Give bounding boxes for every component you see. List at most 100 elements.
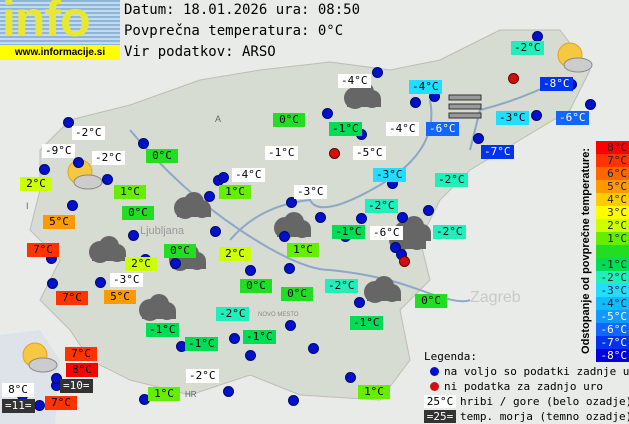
scale-step: -1°C: [596, 258, 629, 271]
fog-icon: [448, 94, 482, 119]
scale-step: 7°C: [596, 154, 629, 167]
station-dot[interactable]: [423, 205, 434, 216]
station-dot[interactable]: [322, 108, 333, 119]
blue-dot-icon: [430, 367, 439, 376]
station-dot[interactable]: [345, 372, 356, 383]
scale-step: 6°C: [596, 167, 629, 180]
legend: Legenda: na voljo so podatki zadnje ure …: [424, 349, 629, 424]
station-temperature: -2°C: [435, 173, 468, 187]
station-dot[interactable]: [47, 278, 58, 289]
station-dot[interactable]: [585, 99, 596, 110]
scale-step: 5°C: [596, 180, 629, 193]
station-temperature: 1°C: [148, 387, 180, 401]
scale-step: 1°C: [596, 232, 629, 245]
station-temperature: -4°C: [409, 80, 442, 94]
legend-hill-text: hribi / gore (belo ozadje): [460, 395, 629, 408]
station-dot[interactable]: [138, 138, 149, 149]
station-temperature: -2°C: [365, 199, 398, 213]
station-temperature: -4°C: [338, 74, 371, 88]
logo-url[interactable]: www.informacije.si: [0, 45, 120, 60]
station-dot[interactable]: [397, 212, 408, 223]
station-temperature: 0°C: [164, 244, 196, 258]
station-dot[interactable]: [372, 67, 383, 78]
station-temperature: -2°C: [186, 369, 219, 383]
station-dot[interactable]: [34, 400, 45, 411]
station-temperature: -6°C: [556, 111, 589, 125]
station-temperature: =10=: [60, 379, 93, 393]
station-dot-missing[interactable]: [329, 148, 340, 159]
station-temperature: 2°C: [20, 177, 52, 191]
legend-title: Legenda:: [424, 350, 477, 363]
station-temperature: -2°C: [433, 225, 466, 239]
station-dot[interactable]: [390, 242, 401, 253]
scale-step: 8°C: [596, 141, 629, 154]
station-temperature: -3°C: [496, 111, 529, 125]
station-dot[interactable]: [279, 231, 290, 242]
station-dot[interactable]: [170, 258, 181, 269]
station-temperature: -3°C: [294, 185, 327, 199]
station-dot-missing[interactable]: [508, 73, 519, 84]
station-dot[interactable]: [286, 197, 297, 208]
station-dot[interactable]: [308, 343, 319, 354]
station-dot[interactable]: [284, 263, 295, 274]
station-dot[interactable]: [128, 230, 139, 241]
legend-sea-sample: =25=: [424, 410, 456, 423]
station-temperature: -4°C: [386, 122, 419, 136]
logo[interactable]: info www.informacije.si: [0, 0, 120, 60]
station-temperature: -2°C: [325, 279, 358, 293]
station-dot[interactable]: [473, 133, 484, 144]
cloudy-icon: [174, 192, 211, 219]
station-dot[interactable]: [102, 174, 113, 185]
station-temperature: -1°C: [332, 225, 365, 239]
scale-step: -2°C: [596, 271, 629, 284]
station-temperature: -1°C: [146, 323, 179, 337]
station-temperature: 5°C: [104, 290, 136, 304]
station-dot[interactable]: [245, 265, 256, 276]
color-scale: 8°C 7°C 6°C 5°C 4°C 3°C 2°C 1°C -1°C -2°C -3°C -4°C…: [596, 141, 629, 362]
country-label-austria: A: [215, 114, 221, 124]
cloudy-icon: [139, 294, 176, 321]
partly-cloudy-icon: [22, 342, 58, 373]
station-temperature: 0°C: [122, 206, 154, 220]
scale-step: 3°C: [596, 206, 629, 219]
station-temperature: 7°C: [45, 396, 77, 410]
legend-available: na voljo so podatki zadnje ure: [444, 365, 629, 378]
station-temperature: -2°C: [92, 151, 125, 165]
station-dot-missing[interactable]: [399, 256, 410, 267]
scale-step: -3°C: [596, 284, 629, 297]
station-dot[interactable]: [229, 333, 240, 344]
legend-sea-text: temp. morja (temno ozadje): [460, 410, 629, 423]
scale-step: [596, 245, 629, 258]
station-temperature: -3°C: [110, 273, 143, 287]
station-dot[interactable]: [51, 373, 62, 384]
station-dot[interactable]: [285, 320, 296, 331]
station-temperature: -1°C: [350, 316, 383, 330]
station-dot[interactable]: [95, 277, 106, 288]
scale-step: -7°C: [596, 336, 629, 349]
station-temperature: -5°C: [353, 146, 386, 160]
average-temperature: Povprečna temperatura: 0°C: [124, 23, 344, 39]
station-dot[interactable]: [288, 395, 299, 406]
station-temperature: 2°C: [219, 247, 251, 261]
station-dot[interactable]: [245, 350, 256, 361]
station-temperature: -4°C: [232, 168, 265, 182]
station-dot[interactable]: [204, 191, 215, 202]
station-dot[interactable]: [410, 97, 421, 108]
station-temperature: 7°C: [65, 347, 97, 361]
station-dot[interactable]: [354, 297, 365, 308]
station-dot[interactable]: [223, 386, 234, 397]
station-dot[interactable]: [73, 157, 84, 168]
station-dot[interactable]: [218, 172, 229, 183]
logo-text: info: [2, 0, 91, 47]
station-temperature: 5°C: [43, 215, 75, 229]
station-dot[interactable]: [39, 164, 50, 175]
station-dot[interactable]: [315, 212, 326, 223]
station-dot[interactable]: [67, 200, 78, 211]
station-dot[interactable]: [63, 117, 74, 128]
station-dot[interactable]: [210, 226, 221, 237]
station-dot[interactable]: [531, 110, 542, 121]
cloudy-icon: [364, 276, 401, 303]
station-temperature: -1°C: [185, 337, 218, 351]
station-temperature: -2°C: [511, 41, 544, 55]
station-dot[interactable]: [356, 213, 367, 224]
